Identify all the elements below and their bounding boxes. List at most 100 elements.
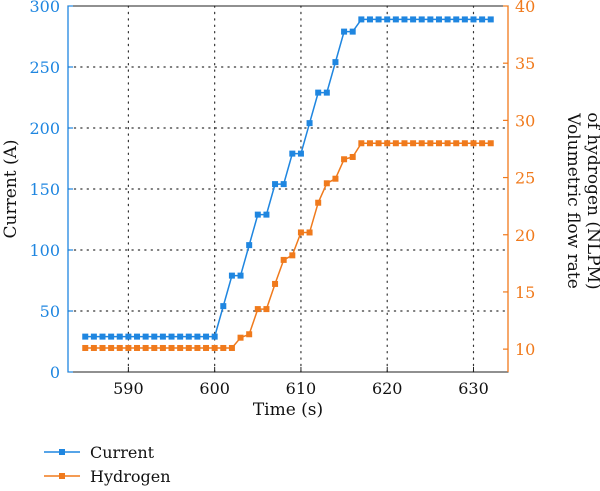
data-point-hydrogen-43 [453,140,460,147]
data-point-hydrogen-8 [151,344,158,351]
data-point-hydrogen-31 [349,153,356,160]
data-point-hydrogen-6 [134,344,141,351]
data-point-current-5 [125,333,132,340]
data-point-current-13 [194,333,201,340]
y-left-tick-label-5: 250 [29,58,60,77]
data-point-hydrogen-21 [263,306,270,313]
y-left-tick-label-0: 0 [50,363,60,382]
y-left-axis-label: Current (A) [1,140,21,239]
data-point-hydrogen-40 [427,140,434,147]
data-point-hydrogen-0 [82,344,89,351]
data-point-current-4 [116,333,123,340]
data-point-hydrogen-25 [297,229,304,236]
y-left-tick-label-4: 200 [29,119,60,138]
data-point-hydrogen-3 [108,344,115,351]
data-point-hydrogen-34 [375,140,382,147]
data-point-hydrogen-18 [237,334,244,341]
data-point-current-17 [228,272,235,279]
data-point-hydrogen-12 [185,344,192,351]
data-point-current-6 [134,333,141,340]
data-point-hydrogen-30 [341,156,348,163]
plot-frame [67,5,509,373]
y-left-tick-label-6: 300 [29,0,60,16]
data-point-hydrogen-46 [479,140,486,147]
data-point-current-24 [289,150,296,157]
series [82,16,494,351]
data-point-current-33 [366,16,373,23]
data-point-current-16 [220,303,227,310]
series-line-hydrogen [85,142,491,349]
data-point-current-11 [177,333,184,340]
legend-label-current: Current [90,443,155,462]
data-point-hydrogen-20 [254,306,261,313]
data-point-hydrogen-41 [435,140,442,147]
data-point-hydrogen-19 [246,331,253,338]
data-point-current-47 [487,16,494,23]
y-right-tick-label-5: 35 [515,54,535,73]
data-point-current-39 [418,16,425,23]
series-current [82,16,494,340]
data-point-current-2 [99,333,106,340]
grid [67,5,509,373]
data-point-current-22 [272,181,279,188]
data-point-hydrogen-9 [159,344,166,351]
data-point-current-42 [444,16,451,23]
data-point-hydrogen-28 [323,180,330,187]
y-left-tick-label-2: 100 [29,241,60,260]
data-point-current-44 [461,16,468,23]
data-point-hydrogen-22 [272,280,279,287]
data-point-current-8 [151,333,158,340]
data-point-current-15 [211,333,218,340]
data-point-current-36 [392,16,399,23]
data-point-current-26 [306,120,313,127]
data-point-current-41 [435,16,442,23]
data-point-current-19 [246,242,253,249]
x-tick-label-1: 600 [199,379,230,398]
data-point-current-43 [453,16,460,23]
data-point-hydrogen-15 [211,344,218,351]
legend-label-hydrogen: Hydrogen [90,467,171,486]
data-point-hydrogen-42 [444,140,451,147]
data-point-hydrogen-45 [470,140,477,147]
data-point-current-14 [203,333,210,340]
data-point-current-45 [470,16,477,23]
data-point-current-40 [427,16,434,23]
data-point-hydrogen-17 [228,344,235,351]
y-right-tick-label-1: 15 [515,283,535,302]
data-point-hydrogen-32 [358,140,365,147]
data-point-hydrogen-33 [366,140,373,147]
data-point-current-31 [349,28,356,35]
data-point-hydrogen-2 [99,344,106,351]
y-right-tick-label-0: 10 [515,340,535,359]
data-point-hydrogen-13 [194,344,201,351]
data-point-current-7 [142,333,149,340]
data-point-current-18 [237,272,244,279]
x-tick-label-4: 630 [458,379,489,398]
data-point-current-21 [263,211,270,218]
y-left-tick-label-1: 50 [40,302,60,321]
data-point-current-3 [108,333,115,340]
data-point-current-35 [384,16,391,23]
data-point-hydrogen-10 [168,344,175,351]
y-right-axis-label-line2: of hydrogen (NLPM) [583,112,600,289]
data-point-hydrogen-11 [177,344,184,351]
x-tick-label-0: 590 [113,379,144,398]
data-point-current-38 [410,16,417,23]
x-axis-label: Time (s) [253,400,323,420]
data-point-hydrogen-37 [401,140,408,147]
data-point-hydrogen-26 [306,229,313,236]
legend-item-current: Current [44,443,155,462]
data-point-hydrogen-44 [461,140,468,147]
data-point-current-30 [341,28,348,35]
data-point-hydrogen-5 [125,344,132,351]
legend: Current Hydrogen [44,443,171,486]
legend-marker-current [59,449,65,455]
data-point-hydrogen-24 [289,252,296,259]
y-right-tick-label-2: 20 [515,226,535,245]
data-point-hydrogen-39 [418,140,425,147]
data-point-current-29 [332,59,339,66]
data-point-hydrogen-29 [332,175,339,182]
y-right-axis-label-line1: Volumetric flow rate [563,112,583,289]
data-point-hydrogen-7 [142,344,149,351]
